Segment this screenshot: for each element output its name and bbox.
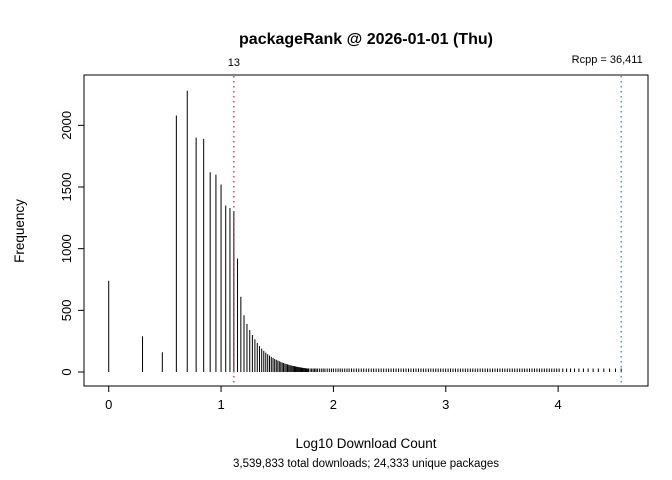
svg-text:4: 4 xyxy=(555,397,562,412)
svg-text:0: 0 xyxy=(105,397,112,412)
y-axis-ticks: 0 500 1000 1500 2000 xyxy=(59,111,84,376)
chart-subtitle: 3,539,833 total downloads; 24,333 unique… xyxy=(233,458,499,470)
svg-text:1: 1 xyxy=(217,397,224,412)
y-axis-label: Frequency xyxy=(12,199,27,263)
chart-title: packageRank @ 2026-01-01 (Thu) xyxy=(239,31,493,48)
histogram-spikes xyxy=(108,90,622,372)
rcpp-label: Rcpp = 36,411 xyxy=(572,54,643,66)
svg-text:2: 2 xyxy=(330,397,337,412)
annotation-lines xyxy=(233,76,622,385)
plot-box xyxy=(83,74,649,387)
svg-text:2000: 2000 xyxy=(59,111,74,140)
threshold-label: 13 xyxy=(228,57,240,69)
svg-text:0: 0 xyxy=(59,368,74,375)
x-axis-ticks: 0 1 2 3 4 xyxy=(105,386,562,412)
svg-text:1000: 1000 xyxy=(59,234,74,263)
svg-text:500: 500 xyxy=(59,299,74,321)
svg-text:1500: 1500 xyxy=(59,173,74,202)
plot-area: 0 1 2 3 4 0 500 1000 1500 2000 xyxy=(59,74,649,412)
x-axis-label: Log10 Download Count xyxy=(295,436,436,451)
svg-text:3: 3 xyxy=(442,397,449,412)
